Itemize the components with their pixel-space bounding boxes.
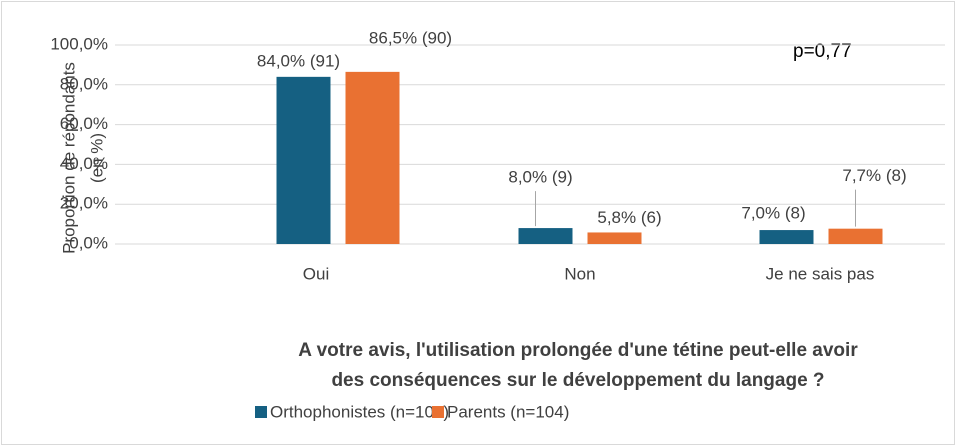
y-tick-label: 60,0% <box>60 114 108 133</box>
x-tick-label: Non <box>564 264 595 283</box>
y-tick-label: 20,0% <box>60 194 108 213</box>
y-tick-label: 100,0% <box>50 34 108 53</box>
data-label: 86,5% (90) <box>369 28 452 47</box>
legend-label: Orthophonistes (n=108) <box>270 402 449 421</box>
legend-swatch <box>432 406 444 418</box>
y-axis-title: Proportion de répondants <box>59 62 78 254</box>
x-axis-title: des conséquences sur le développement du… <box>331 370 824 391</box>
x-tick-label: Oui <box>303 264 329 283</box>
bar <box>759 230 814 244</box>
y-axis-title: (en %) <box>87 133 106 183</box>
bar <box>828 228 883 244</box>
x-tick-label: Je ne sais pas <box>766 264 875 283</box>
y-tick-label: 40,0% <box>60 154 108 173</box>
bar <box>587 232 642 244</box>
bar <box>518 228 573 244</box>
data-label: 8,0% (9) <box>508 168 572 187</box>
data-label: 7,0% (8) <box>741 204 805 223</box>
bar <box>345 71 400 245</box>
y-tick-label: 80,0% <box>60 74 108 93</box>
bar <box>276 76 331 244</box>
data-label: 5,8% (6) <box>597 208 661 227</box>
data-label: 7,7% (8) <box>842 166 906 185</box>
legend-label: Parents (n=104) <box>447 402 569 421</box>
data-label: 84,0% (91) <box>257 51 340 70</box>
x-axis-title: A votre avis, l'utilisation prolongée d'… <box>298 340 858 361</box>
legend-swatch <box>255 406 267 418</box>
annotation: p=0,77 <box>793 41 852 62</box>
y-tick-label: 0,0% <box>69 233 108 252</box>
